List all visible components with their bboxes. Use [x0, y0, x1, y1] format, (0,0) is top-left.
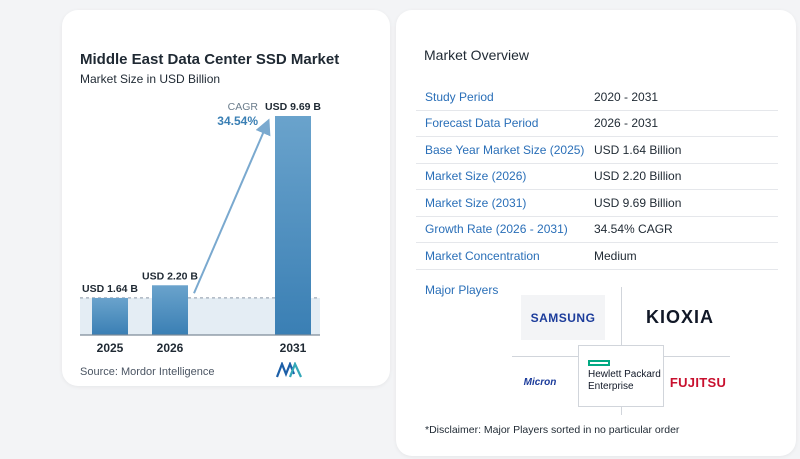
overview-row: Base Year Market Size (2025) USD 1.64 Bil… — [416, 137, 778, 164]
overview-title: Market Overview — [424, 47, 530, 63]
bar-2026 — [152, 285, 188, 335]
chart-title: Middle East Data Center SSD Market — [80, 51, 340, 68]
overview-table: Study Period 2020 - 2031 Forecast Data Per… — [416, 84, 778, 270]
x-tick-2025: 2025 — [97, 341, 124, 355]
overview-row: Forecast Data Period 2026 - 2031 — [416, 111, 778, 137]
bar-chart: USD 1.64 B 2025 USD 2.20 B 2026 USD 9.69 B 20… — [80, 101, 321, 355]
major-players-label: Major Players — [425, 283, 499, 297]
bar-2031 — [275, 116, 311, 335]
logo-divider — [621, 287, 622, 345]
bar-2025 — [92, 297, 128, 335]
overview-row-value: 2020 - 2031 — [594, 89, 659, 104]
disclaimer: *Disclaimer: Major Players sorted in no … — [425, 424, 680, 436]
mordor-logo-icon — [276, 362, 302, 378]
data-label-2026: USD 2.20 B — [142, 270, 198, 282]
x-tick-2031: 2031 — [280, 341, 307, 355]
overview-row-key: Market Size (2026) — [425, 169, 527, 184]
overview-row-value: USD 2.20 Billion — [594, 169, 682, 184]
overview-row: Market Size (2031) USD 9.69 Billion — [416, 190, 778, 217]
logo-divider — [664, 356, 730, 357]
x-tick-2026: 2026 — [157, 341, 184, 355]
data-label-2031: USD 9.69 B — [265, 101, 321, 113]
overview-row: Market Size (2026) USD 2.20 Billion — [416, 164, 778, 190]
overview-row-value: USD 1.64 Billion — [594, 142, 682, 157]
overview-row-value: 2026 - 2031 — [594, 116, 659, 131]
overview-row-value: 34.54% CAGR — [594, 222, 673, 237]
overview-row-key: Base Year Market Size (2025) — [425, 142, 585, 157]
hpe-logo-line2: Enterprise — [588, 380, 634, 392]
overview-row-key: Market Concentration — [425, 248, 540, 263]
overview-row-key: Market Size (2031) — [425, 195, 527, 210]
samsung-logo: SAMSUNG — [521, 295, 605, 340]
overview-row-key: Growth Rate (2026 - 2031) — [425, 222, 568, 237]
micron-logo: Micron — [523, 376, 557, 388]
hpe-logo: Hewlett Packard Enterprise — [578, 345, 664, 407]
overview-row-value: Medium — [594, 248, 637, 263]
data-label-2025: USD 1.64 B — [82, 283, 138, 295]
hpe-rectangle-icon — [588, 360, 610, 366]
chart-subtitle: Market Size in USD Billion — [80, 72, 221, 86]
overview-row: Study Period 2020 - 2031 — [416, 84, 778, 111]
cagr-value: 34.54% — [217, 114, 258, 128]
overview-row-value: USD 9.69 Billion — [594, 195, 682, 210]
overview-row: Growth Rate (2026 - 2031) 34.54% CAGR — [416, 217, 778, 243]
overview-row-key: Forecast Data Period — [425, 116, 539, 131]
kioxia-logo: KIOXIA — [645, 307, 714, 327]
hpe-logo-line1: Hewlett Packard — [588, 369, 661, 380]
cagr-arrow — [193, 118, 271, 294]
fujitsu-logo: FUJITSU — [669, 374, 727, 390]
cagr-label: CAGR — [228, 101, 259, 113]
source-note: Source: Mordor Intelligence — [80, 366, 215, 378]
logo-divider — [512, 356, 578, 357]
logo-divider — [621, 407, 622, 415]
overview-row-key: Study Period — [425, 89, 494, 104]
overview-row: Market Concentration Medium — [416, 243, 778, 270]
